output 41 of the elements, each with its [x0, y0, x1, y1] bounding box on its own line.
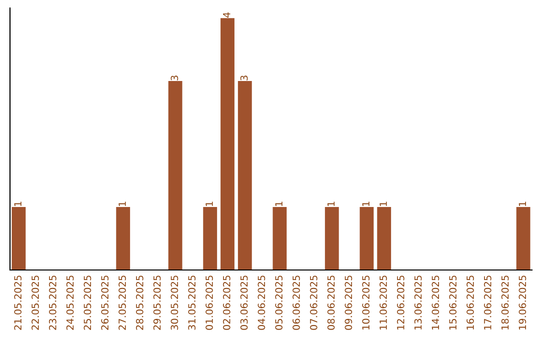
data-label: 3 [240, 76, 248, 80]
x-tick-label: 18.06.2025 [501, 276, 509, 330]
x-tick-label: 27.05.2025 [118, 276, 126, 330]
x-tick-label: 05.06.2025 [275, 276, 283, 330]
x-tick-label: 10.06.2025 [362, 276, 370, 330]
x-tick-label: 17.06.2025 [484, 276, 492, 330]
x-tick-label: 08.06.2025 [327, 276, 335, 330]
x-tick-label: 15.06.2025 [449, 276, 457, 330]
x-tick-label: 29.05.2025 [153, 276, 161, 330]
x-tick-label: 12.06.2025 [396, 276, 404, 330]
x-tick-label: 13.06.2025 [414, 276, 422, 330]
x-tick-label: 14.06.2025 [432, 276, 440, 330]
data-label: 3 [170, 76, 178, 80]
data-label: 1 [518, 202, 526, 206]
x-tick-label: 04.06.2025 [258, 276, 266, 330]
x-tick-label: 28.05.2025 [136, 276, 144, 330]
data-label: 1 [380, 202, 387, 206]
x-tick-label: 01.06.2025 [206, 276, 213, 330]
x-tick-label: 06.06.2025 [292, 276, 300, 330]
x-tick-label: 22.05.2025 [32, 276, 39, 330]
x-tick-label: 21.05.2025 [14, 276, 22, 330]
x-tick-label: 24.05.2025 [66, 276, 74, 330]
x-tick-label: 02.06.2025 [222, 276, 230, 330]
data-label: 1 [206, 202, 213, 206]
data-label: 4 [223, 12, 230, 18]
data-label: 1 [275, 202, 282, 206]
x-tick-label: 23.05.2025 [48, 276, 56, 330]
x-tick-label: 31.05.2025 [188, 276, 196, 330]
data-label: 1 [14, 202, 22, 206]
x-tick-label: 30.05.2025 [170, 276, 178, 330]
x-tick-label: 03.06.2025 [240, 276, 248, 330]
x-tick-label: 07.06.2025 [310, 276, 318, 330]
data-label: 1 [362, 202, 370, 206]
x-tick-label: 26.05.2025 [101, 276, 109, 330]
x-tick-label: 19.06.2025 [518, 276, 526, 330]
x-tick-label: 25.05.2025 [84, 276, 92, 330]
x-tick-label: 11.06.2025 [380, 276, 387, 330]
data-label: 1 [327, 202, 335, 206]
x-tick-label: 16.06.2025 [466, 276, 474, 330]
data-label: 1 [118, 202, 126, 206]
x-tick-label: 09.06.2025 [344, 276, 352, 330]
